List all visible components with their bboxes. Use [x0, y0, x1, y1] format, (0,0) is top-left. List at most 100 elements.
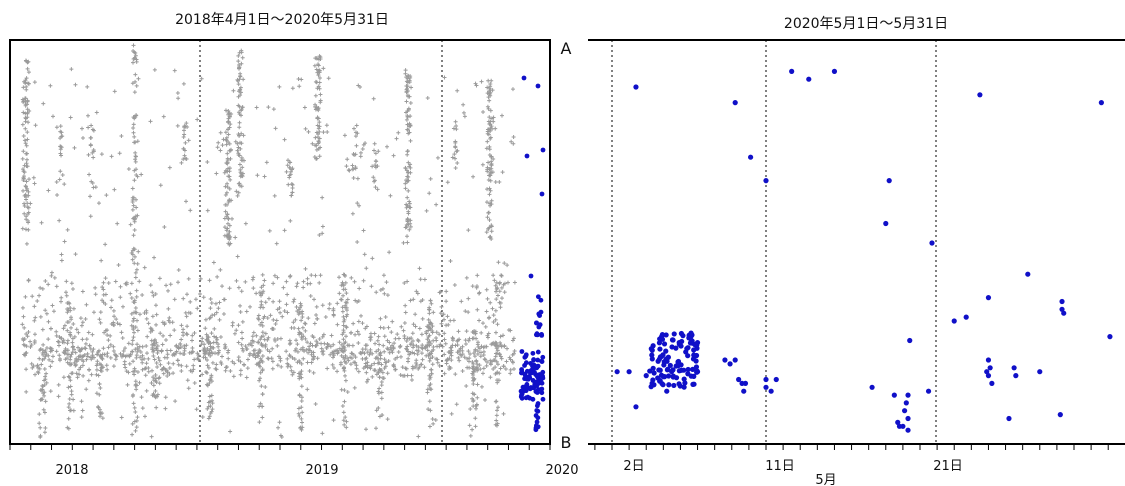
gray-point — [227, 186, 232, 191]
blue-point — [1037, 369, 1043, 375]
gray-point — [379, 362, 384, 367]
gray-point — [241, 348, 246, 353]
gray-point — [368, 350, 373, 355]
gray-point — [226, 132, 231, 137]
gray-point — [151, 354, 156, 359]
gray-point — [315, 356, 320, 361]
gray-point — [136, 348, 141, 353]
gray-point — [493, 399, 498, 404]
gray-point — [153, 292, 158, 297]
gray-point — [54, 329, 59, 334]
blue-point — [806, 76, 812, 82]
gray-point — [26, 70, 31, 75]
gray-point — [67, 375, 72, 380]
gray-point — [199, 76, 204, 81]
gray-point — [343, 287, 348, 292]
gray-point — [261, 305, 266, 310]
blue-point — [535, 387, 541, 392]
gray-point — [80, 346, 85, 351]
gray-point — [69, 281, 74, 286]
gray-point — [240, 336, 245, 341]
gray-point — [368, 337, 373, 342]
gray-point — [86, 113, 91, 118]
gray-point — [224, 228, 229, 233]
gray-point — [24, 184, 29, 189]
gray-point — [317, 68, 322, 73]
gray-point — [414, 360, 419, 365]
gray-point — [101, 292, 106, 297]
gray-point — [133, 305, 138, 310]
gray-point — [190, 338, 195, 343]
gray-point — [20, 226, 25, 231]
gray-point — [340, 332, 345, 337]
gray-point — [296, 326, 301, 331]
gray-point — [425, 390, 430, 395]
gray-point — [224, 365, 229, 370]
gray-point — [132, 405, 137, 410]
gray-point — [85, 84, 90, 89]
gray-point — [501, 282, 506, 287]
gray-point — [507, 355, 512, 360]
gray-point — [404, 117, 409, 122]
gray-point — [458, 352, 463, 357]
gray-point — [457, 358, 462, 363]
gray-point — [284, 349, 289, 354]
gray-point — [344, 325, 349, 330]
gray-point — [255, 173, 260, 178]
gray-point — [46, 188, 51, 193]
blue-point — [656, 340, 663, 346]
blue-point — [951, 318, 957, 324]
gray-point — [203, 317, 208, 322]
gray-point — [248, 304, 253, 309]
gray-point — [408, 218, 413, 223]
gray-point — [224, 190, 229, 195]
gray-point — [352, 385, 357, 390]
gray-point — [292, 297, 297, 302]
gray-point — [216, 350, 221, 355]
gray-point — [409, 373, 414, 378]
gray-point — [291, 299, 296, 304]
gray-point — [316, 106, 321, 111]
gray-point — [233, 139, 238, 144]
gray-point — [406, 174, 411, 179]
blue-point — [891, 392, 897, 398]
gray-point — [510, 338, 515, 343]
gray-point — [88, 194, 93, 199]
gray-point — [207, 278, 212, 283]
gray-point — [24, 87, 29, 92]
gray-point — [238, 170, 243, 175]
gray-point — [390, 350, 395, 355]
gray-point — [475, 368, 480, 373]
blue-point — [905, 427, 911, 433]
gray-point — [317, 280, 322, 285]
gray-point — [428, 356, 433, 361]
gray-point — [137, 344, 142, 349]
gray-point — [23, 141, 28, 146]
gray-point — [182, 148, 187, 153]
gray-point — [21, 314, 26, 319]
gray-point — [196, 357, 201, 362]
gray-point — [320, 334, 325, 339]
gray-point — [40, 357, 45, 362]
gray-point — [182, 153, 187, 158]
gray-point — [132, 227, 137, 232]
blue-point — [686, 335, 692, 341]
gray-point — [186, 310, 191, 315]
gray-point — [134, 57, 139, 62]
gray-point — [343, 274, 348, 279]
gray-point — [471, 174, 476, 179]
gray-point — [207, 414, 212, 419]
gray-point — [58, 299, 63, 304]
gray-point — [94, 367, 99, 372]
gray-point — [288, 160, 293, 165]
gray-point — [48, 326, 53, 331]
gray-point — [254, 291, 259, 296]
gray-point — [230, 359, 235, 364]
blue-point — [680, 333, 686, 339]
gray-point — [295, 349, 300, 354]
gray-point — [217, 300, 222, 305]
gray-point — [494, 280, 499, 285]
gray-point — [308, 341, 313, 346]
gray-point — [86, 330, 91, 335]
gray-point — [260, 404, 265, 409]
